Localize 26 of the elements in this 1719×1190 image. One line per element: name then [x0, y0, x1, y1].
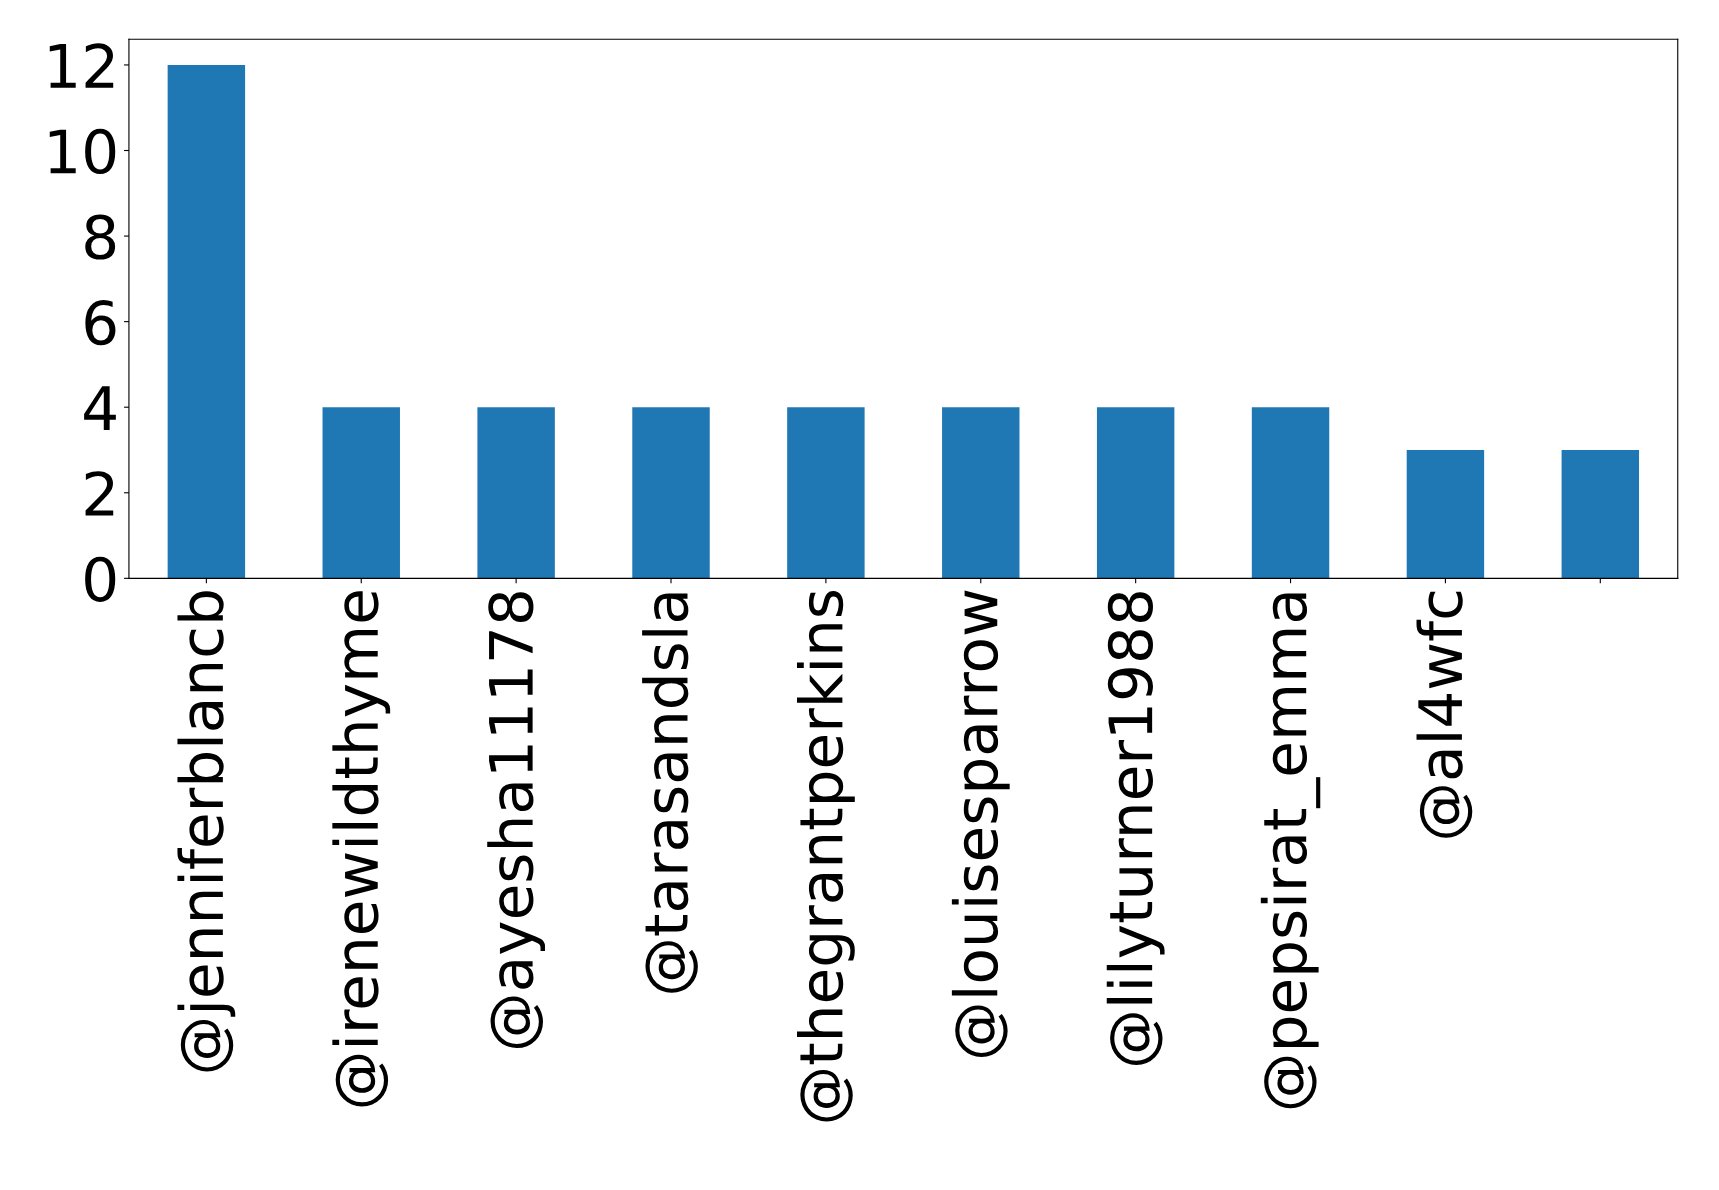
bar	[632, 407, 710, 579]
x-tick-label: @thegrantperkins	[796, 590, 855, 1122]
bar	[322, 407, 400, 579]
x-tick-label: @al4wfc	[1416, 591, 1473, 838]
y-tick-label: 6	[85, 300, 116, 346]
x-tick-label: @lilyturner1988	[1106, 592, 1165, 1065]
y-tick-label: 12	[49, 43, 114, 88]
x-tick-label: @irenewildthyme	[332, 591, 391, 1107]
bar	[1406, 449, 1485, 579]
bar	[1096, 407, 1175, 579]
y-tick-label: 10	[49, 128, 116, 175]
x-tick-label: @pepsirat_emma	[1260, 593, 1321, 1109]
bar	[1251, 407, 1330, 579]
x-tick-label: @jenniferblancb	[177, 591, 236, 1072]
bar	[942, 407, 1020, 579]
bar	[1561, 449, 1640, 579]
bar	[787, 407, 865, 579]
y-tick-label: 0	[85, 556, 116, 602]
x-tick-label: @ayesha11178	[487, 592, 546, 1049]
y-tick-label: 4	[84, 386, 116, 430]
x-tick-label: @tarasandsla	[642, 593, 698, 993]
x-tick-label: @louisesparrow	[951, 590, 1010, 1057]
y-tick-label: 2	[85, 471, 114, 516]
y-tick-label: 8	[85, 214, 116, 260]
bar	[477, 407, 555, 579]
bar	[167, 64, 246, 579]
